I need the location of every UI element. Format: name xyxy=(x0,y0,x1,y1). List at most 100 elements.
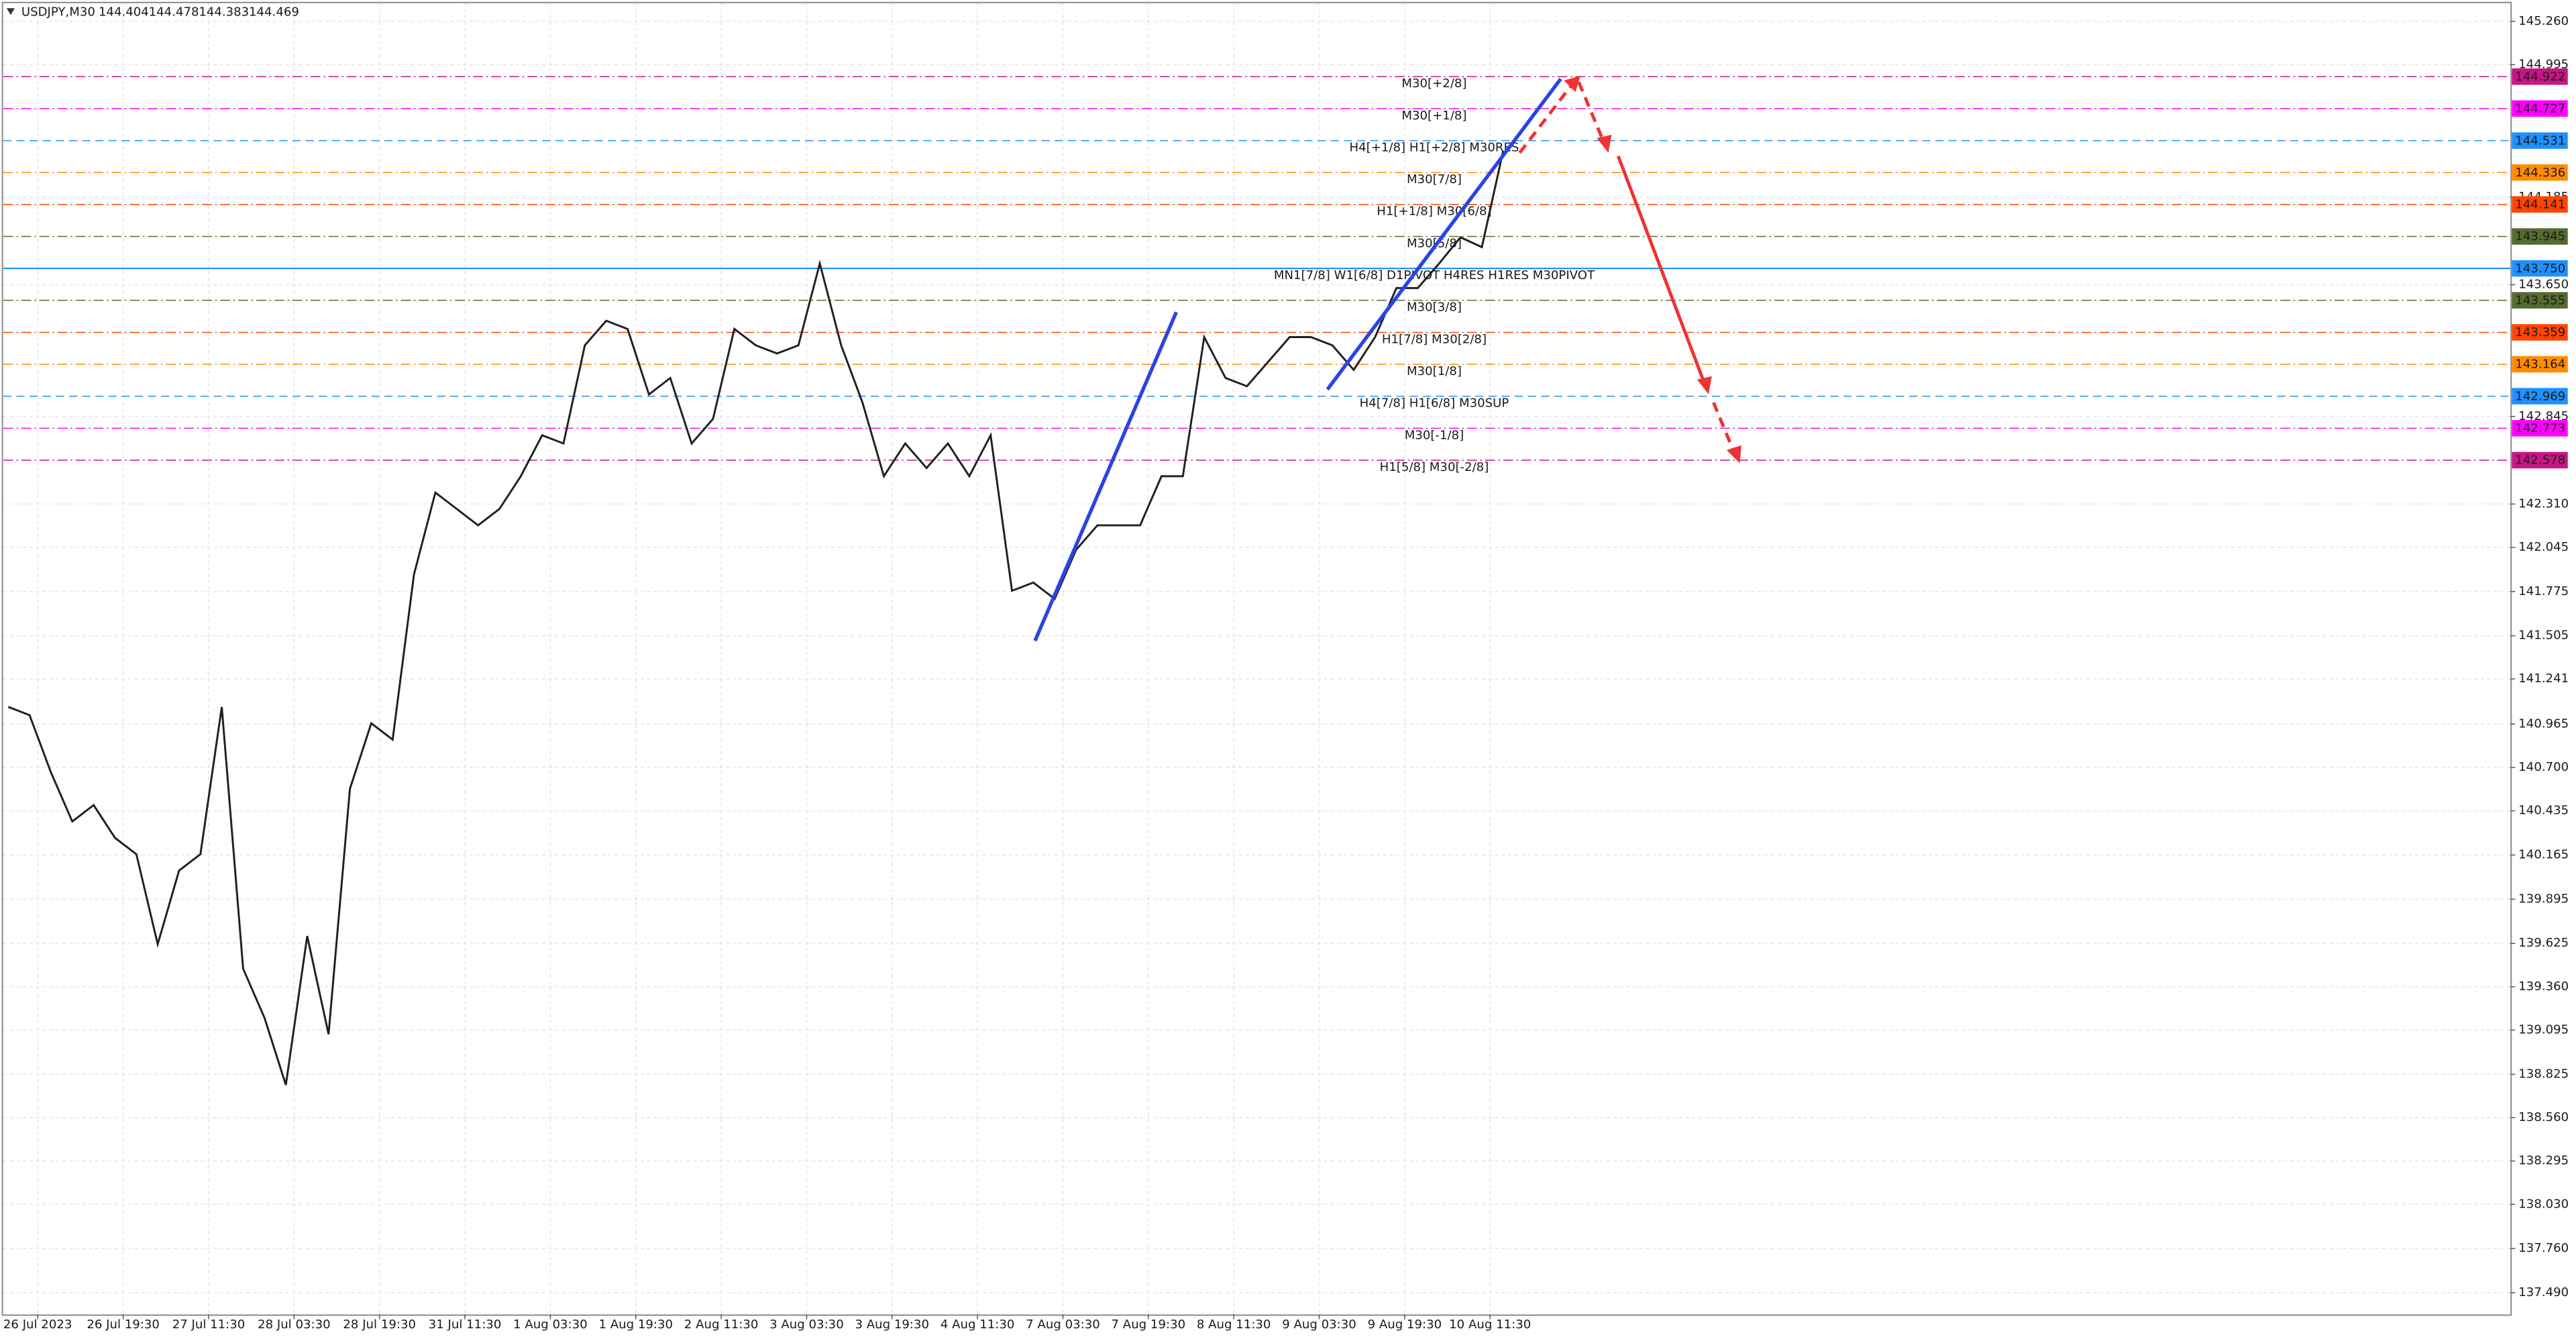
level-label: MN1[7/8] W1[6/8] D1PIVOT H4RES H1RES M30… xyxy=(1274,268,1595,282)
x-tick-label: 28 Jul 03:30 xyxy=(258,1318,331,1332)
x-tick-label: 2 Aug 11:30 xyxy=(684,1318,759,1332)
forecast-leg xyxy=(1577,81,1605,142)
y-tick-label: 138.295 xyxy=(2518,1154,2569,1168)
x-tick-label: 26 Jul 2023 xyxy=(3,1318,72,1332)
level-label: M30[5/8] xyxy=(1407,237,1462,251)
price-tag-label: 144.922 xyxy=(2515,70,2565,84)
grid xyxy=(3,1,2511,1315)
level-label: H4[+1/8] H1[+2/8] M30RES xyxy=(1350,141,1519,155)
header-price: 144.383 xyxy=(199,5,249,19)
price-tag xyxy=(2512,451,2568,469)
level-label: M30[1/8] xyxy=(1407,364,1462,378)
level-label: M30[-1/8] xyxy=(1405,428,1464,442)
x-tick-label: 27 Jul 11:30 xyxy=(172,1318,246,1332)
level-label: M30[+1/8] xyxy=(1401,109,1466,123)
header-price: 144.478 xyxy=(149,5,199,19)
price-tag xyxy=(2512,292,2568,309)
price-tag xyxy=(2512,324,2568,341)
x-tick-label: 3 Aug 19:30 xyxy=(855,1318,929,1332)
level-label: H4[7/8] H1[6/8] M30SUP xyxy=(1360,396,1509,411)
price-tag-label: 143.945 xyxy=(2515,229,2565,244)
price-tag-label: 144.727 xyxy=(2515,102,2565,116)
y-tick-label: 140.165 xyxy=(2518,848,2569,862)
price-tag xyxy=(2512,68,2568,85)
y-tick-label: 139.360 xyxy=(2518,979,2569,994)
y-tick-label: 140.700 xyxy=(2518,760,2569,774)
price-tag-label: 142.773 xyxy=(2515,421,2565,435)
y-tick-label: 140.965 xyxy=(2518,716,2569,731)
y-tick-label: 140.435 xyxy=(2518,804,2569,818)
price-tag xyxy=(2512,196,2568,213)
price-tag-label: 144.141 xyxy=(2515,197,2565,211)
header-price: 144.404 xyxy=(99,5,149,19)
level-label: M30[3/8] xyxy=(1407,301,1462,315)
x-tick-label: 9 Aug 03:30 xyxy=(1282,1318,1356,1332)
y-tick-label: 138.825 xyxy=(2518,1067,2569,1081)
price-tag xyxy=(2512,388,2568,405)
arrow-head xyxy=(1597,134,1612,153)
y-tick-label: 143.650 xyxy=(2518,277,2569,291)
y-tick-label: 145.260 xyxy=(2518,14,2569,28)
arrow-heads xyxy=(1564,75,1741,464)
y-tick-label: 137.490 xyxy=(2518,1285,2569,1299)
price-tag-label: 144.336 xyxy=(2515,166,2565,180)
x-tick-label: 1 Aug 03:30 xyxy=(513,1318,588,1332)
arrow-head xyxy=(1726,445,1741,464)
price-tag xyxy=(2512,164,2568,181)
x-tick-label: 7 Aug 03:30 xyxy=(1026,1318,1100,1332)
y-tick-label: 142.045 xyxy=(2518,540,2569,554)
x-tick-label: 7 Aug 19:30 xyxy=(1112,1318,1186,1332)
forecast-leg xyxy=(1518,81,1576,154)
levels: M30[+2/8] M30[+1/8] H4[+1/8] H1[+2/8] M30R… xyxy=(3,76,2511,474)
y-tick-label: 139.095 xyxy=(2518,1023,2569,1037)
y-tick-label: 141.505 xyxy=(2518,629,2569,643)
y-tick-label: 138.030 xyxy=(2518,1197,2569,1211)
level-label: H1[5/8] M30[-2/8] xyxy=(1380,460,1489,474)
price-tag-label: 142.578 xyxy=(2515,453,2565,468)
x-tick-label: 31 Jul 11:30 xyxy=(429,1318,502,1332)
symbol-title: USDJPY,M30 xyxy=(21,5,95,19)
price-tag xyxy=(2512,228,2568,245)
x-tick-label: 8 Aug 11:30 xyxy=(1197,1318,1271,1332)
y-tick-label: 139.625 xyxy=(2518,936,2569,950)
y-tick-label: 137.760 xyxy=(2518,1241,2569,1255)
menu-icon xyxy=(6,8,15,15)
price-tag xyxy=(2512,356,2568,373)
forecast-arrows xyxy=(1518,81,1735,451)
price-tag-label: 142.969 xyxy=(2515,389,2565,403)
level-label: H1[+1/8] M30[6/8] xyxy=(1377,205,1491,219)
price-tag xyxy=(2512,420,2568,437)
price-tag-label: 144.531 xyxy=(2515,133,2565,148)
y-tick-label: 142.845 xyxy=(2518,409,2569,423)
y-tick-label: 142.310 xyxy=(2518,496,2569,511)
x-tick-label: 1 Aug 19:30 xyxy=(598,1318,673,1332)
y-tick-label: 141.241 xyxy=(2518,672,2569,686)
price-tag xyxy=(2512,132,2568,149)
price-tag-label: 143.555 xyxy=(2515,293,2565,307)
arrow-head xyxy=(1697,376,1712,394)
price-series xyxy=(7,150,1505,1085)
forecast-leg xyxy=(1712,402,1735,451)
trend-line xyxy=(1326,77,1562,391)
trend-line xyxy=(1033,311,1178,642)
x-tick-label: 26 Jul 19:30 xyxy=(87,1318,160,1332)
axes: 145.260144.995144.185143.650142.845142.3… xyxy=(3,14,2569,1332)
drawings xyxy=(1033,75,1741,642)
y-tick-label: 141.775 xyxy=(2518,584,2569,598)
x-tick-label: 9 Aug 19:30 xyxy=(1368,1318,1442,1332)
level-label: H1[7/8] M30[2/8] xyxy=(1382,332,1487,346)
y-tick-label: 139.895 xyxy=(2518,892,2569,906)
price-tag xyxy=(2512,260,2568,277)
price-tag-label: 143.750 xyxy=(2515,262,2565,276)
arrow-head xyxy=(1564,75,1580,93)
forecast-leg xyxy=(1616,155,1705,382)
level-label: M30[+2/8] xyxy=(1401,76,1466,91)
price-tag xyxy=(2512,100,2568,117)
x-tick-label: 3 Aug 03:30 xyxy=(769,1318,844,1332)
price-line xyxy=(7,150,1505,1085)
header-price: 144.469 xyxy=(249,5,299,19)
price-tag-label: 143.359 xyxy=(2515,325,2565,339)
